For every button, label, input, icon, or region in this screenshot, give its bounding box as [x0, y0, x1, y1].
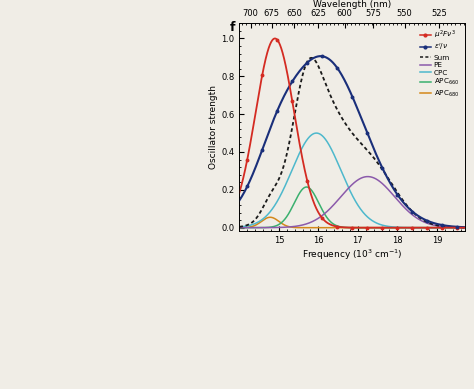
Text: f: f [230, 21, 236, 34]
Legend: $\mu^2F\nu^3$, $\varepsilon'/\nu$, Sum, PE, CPC, APC$_{660}$, APC$_{680}$: $\mu^2F\nu^3$, $\varepsilon'/\nu$, Sum, … [419, 27, 461, 100]
Y-axis label: Oscillator strength: Oscillator strength [210, 86, 219, 169]
X-axis label: Frequency (10$^3$ cm$^{-1}$): Frequency (10$^3$ cm$^{-1}$) [302, 248, 402, 263]
X-axis label: Wavelength (nm): Wavelength (nm) [313, 0, 391, 9]
